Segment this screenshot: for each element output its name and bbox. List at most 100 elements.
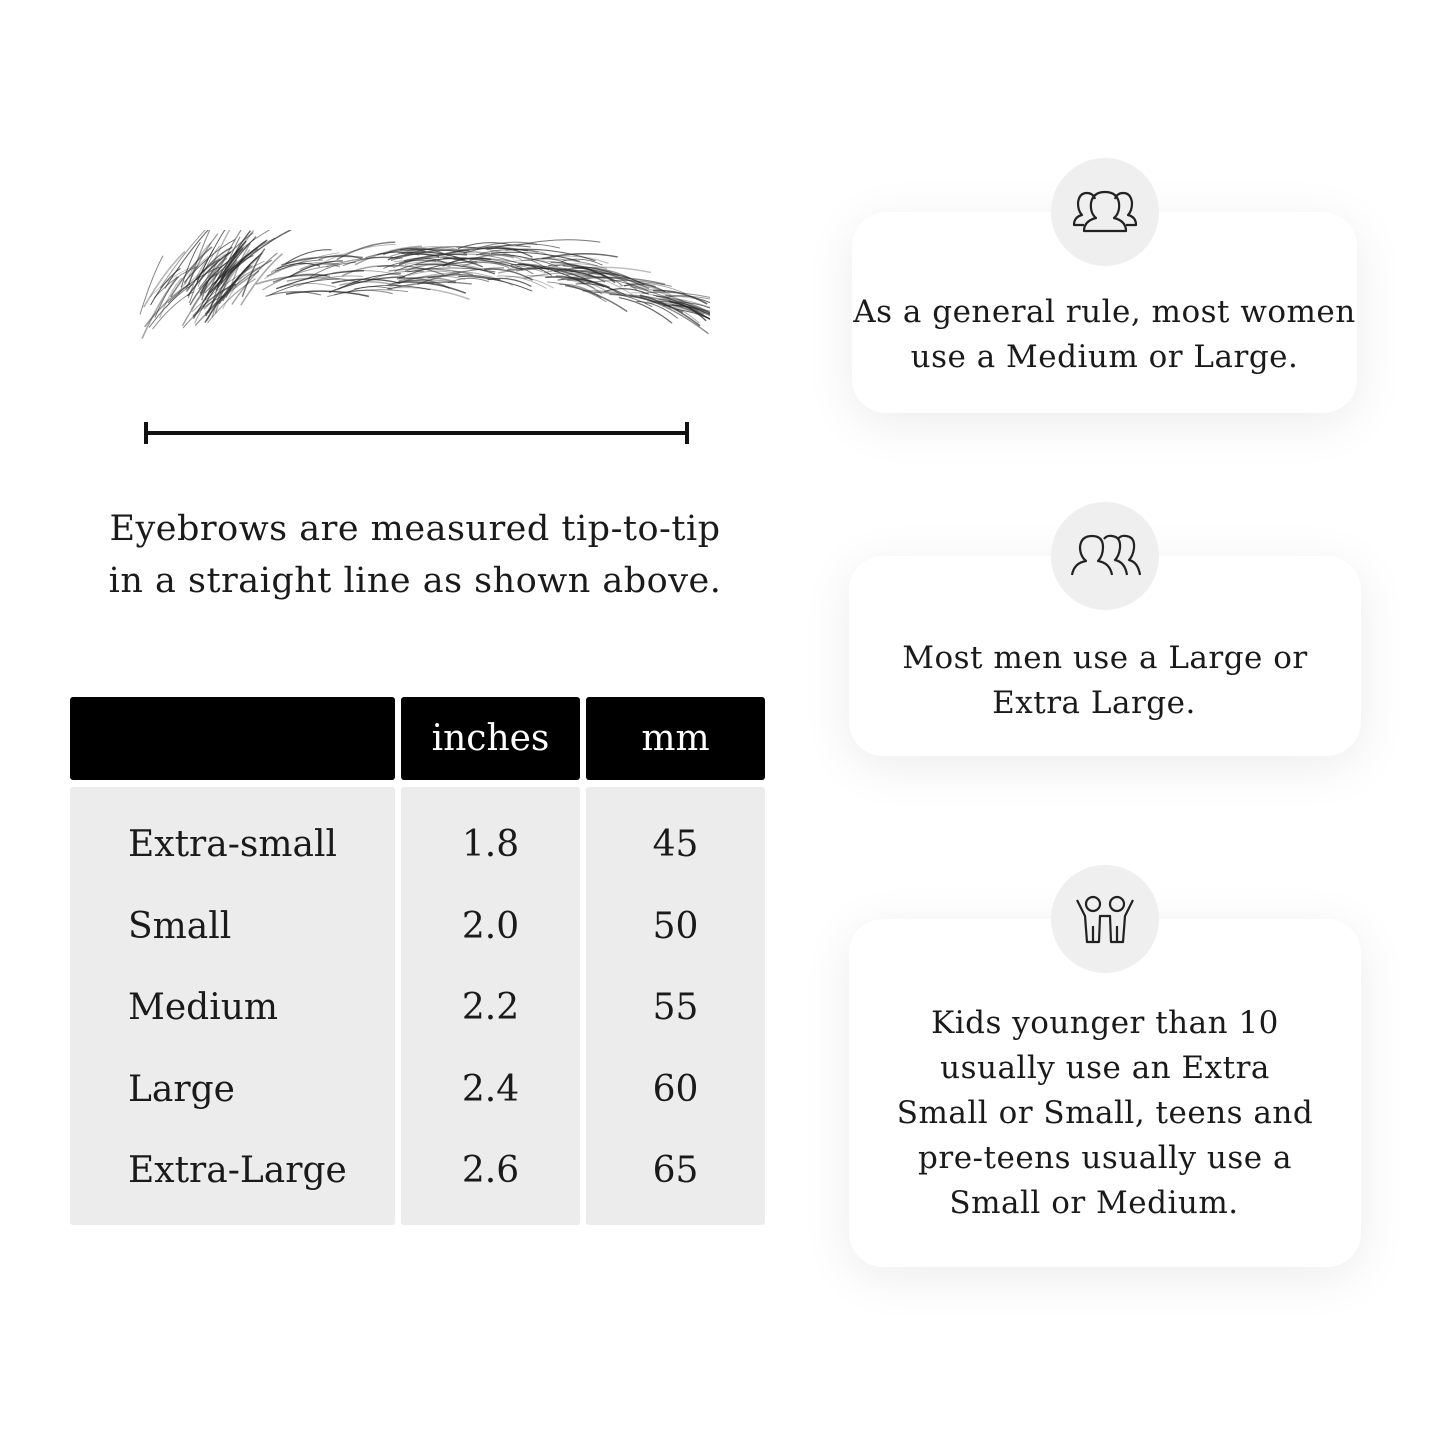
eyebrow-hair bbox=[453, 245, 519, 253]
eyebrow-hair bbox=[398, 252, 484, 268]
eyebrow-hair bbox=[586, 280, 673, 287]
eyebrow-hair bbox=[580, 270, 623, 286]
eyebrow-hair bbox=[565, 284, 628, 313]
eyebrow-hair bbox=[494, 243, 561, 249]
eyebrow-hair bbox=[318, 254, 362, 261]
eyebrow-hair bbox=[636, 300, 679, 319]
eyebrow-hair bbox=[475, 249, 539, 256]
eyebrow-hair bbox=[425, 251, 491, 259]
eyebrow-hair bbox=[188, 230, 211, 285]
eyebrow-hair bbox=[199, 230, 231, 297]
card-text: usually use an Extra bbox=[940, 1050, 1270, 1086]
women-card: As a general rule, most women use a Medi… bbox=[852, 212, 1357, 413]
table-cell-mm: 55 bbox=[652, 987, 699, 1028]
eyebrow-hair bbox=[513, 248, 596, 262]
eyebrow-hair bbox=[566, 274, 649, 292]
eyebrow-hair bbox=[364, 270, 425, 283]
eyebrow-hair bbox=[189, 273, 218, 306]
eyebrow-illustration bbox=[139, 230, 710, 339]
kids-icon bbox=[1051, 865, 1159, 973]
eyebrow-hair bbox=[285, 249, 332, 265]
eyebrow-hair bbox=[631, 292, 682, 308]
eyebrow-hair bbox=[626, 282, 686, 295]
eyebrow-hair bbox=[149, 265, 196, 298]
inches-column bbox=[401, 787, 580, 1225]
eyebrow-hair bbox=[676, 298, 710, 308]
eyebrow-hair bbox=[404, 261, 464, 268]
table-cell-size: Large bbox=[128, 1068, 235, 1110]
eyebrow-hair bbox=[148, 283, 193, 328]
eyebrow-hair bbox=[408, 270, 462, 277]
eyebrow-hair bbox=[665, 295, 710, 300]
eyebrow-hair bbox=[264, 252, 340, 280]
eyebrow-hair bbox=[486, 247, 533, 258]
eyebrow-hair bbox=[185, 233, 219, 290]
eyebrow-hair bbox=[201, 244, 249, 303]
eyebrow-hair bbox=[505, 276, 554, 289]
table-cell-size: Small bbox=[128, 905, 232, 947]
eyebrow-hair bbox=[517, 263, 586, 285]
eyebrow-hair bbox=[207, 278, 256, 324]
eyebrow-hair bbox=[241, 248, 266, 297]
eyebrow-hair bbox=[564, 266, 652, 274]
eyebrow-hair bbox=[159, 230, 206, 289]
eyebrow-hair bbox=[398, 276, 457, 283]
eyebrow-hair bbox=[342, 256, 400, 267]
eyebrow-hair bbox=[526, 274, 595, 289]
eyebrow-hair bbox=[159, 277, 182, 319]
card-text: Most men use a Large or bbox=[902, 640, 1308, 676]
eyebrow-hair bbox=[505, 249, 556, 258]
eyebrow-hair bbox=[548, 264, 620, 276]
card-text: use a Medium or Large. bbox=[910, 339, 1299, 375]
eyebrow-hair bbox=[229, 243, 251, 291]
table-cell-inches: 2.6 bbox=[461, 1150, 520, 1191]
eyebrow-hair bbox=[523, 272, 592, 280]
eyebrow-hair bbox=[182, 295, 224, 329]
eyebrow-hair bbox=[285, 290, 370, 298]
eyebrow-hair bbox=[339, 281, 402, 288]
eyebrow-hair bbox=[559, 283, 602, 299]
eyebrow-hair bbox=[197, 245, 220, 287]
eyebrow-hair bbox=[204, 259, 273, 315]
eyebrow-hair bbox=[407, 267, 496, 273]
eyebrow-hair bbox=[560, 258, 603, 266]
eyebrow-hair bbox=[333, 289, 393, 296]
table-cell-mm: 50 bbox=[652, 905, 699, 947]
eyebrow-hair bbox=[618, 296, 673, 324]
eyebrow-hair bbox=[679, 301, 710, 309]
caption-line: in a straight line as shown above. bbox=[108, 561, 722, 601]
eyebrow-hair bbox=[393, 286, 470, 300]
eyebrow-hair bbox=[275, 270, 364, 290]
eyebrow-hair bbox=[447, 277, 489, 284]
eyebrow-hair bbox=[515, 268, 600, 276]
eyebrow-hair bbox=[666, 295, 710, 304]
header-mm: mm bbox=[586, 697, 765, 780]
eyebrow-hair bbox=[337, 273, 401, 290]
eyebrow-hair bbox=[403, 257, 448, 264]
eyebrow-hair bbox=[240, 253, 283, 306]
eyebrow-hair bbox=[480, 258, 534, 275]
eyebrow-hair bbox=[191, 260, 265, 313]
measurement-caption: Eyebrows are measured tip-to-tip in a st… bbox=[90, 503, 740, 607]
eyebrow-hair bbox=[205, 258, 244, 317]
eyebrow-hair bbox=[661, 303, 710, 312]
eyebrow-hair bbox=[225, 265, 253, 299]
measurement-line bbox=[144, 422, 689, 444]
eyebrow-hair bbox=[299, 263, 341, 271]
eyebrow-hair bbox=[169, 246, 213, 298]
eyebrow-hair bbox=[387, 272, 460, 289]
eyebrow-hair bbox=[341, 265, 395, 277]
eyebrow-hair bbox=[181, 268, 224, 327]
eyebrow-hair bbox=[377, 265, 445, 276]
eyebrow-hair bbox=[397, 281, 467, 294]
eyebrow-hair bbox=[393, 259, 482, 270]
eyebrow-hair bbox=[153, 266, 198, 299]
eyebrow-hair bbox=[571, 276, 656, 288]
eyebrow-hair bbox=[203, 266, 261, 310]
eyebrow-hair bbox=[332, 270, 406, 277]
card-text: Small or Medium. bbox=[949, 1185, 1239, 1221]
eyebrow-hair bbox=[365, 251, 420, 259]
eyebrow-hair bbox=[541, 253, 618, 260]
eyebrow-hair bbox=[354, 245, 422, 266]
eyebrow-hair bbox=[198, 232, 254, 290]
